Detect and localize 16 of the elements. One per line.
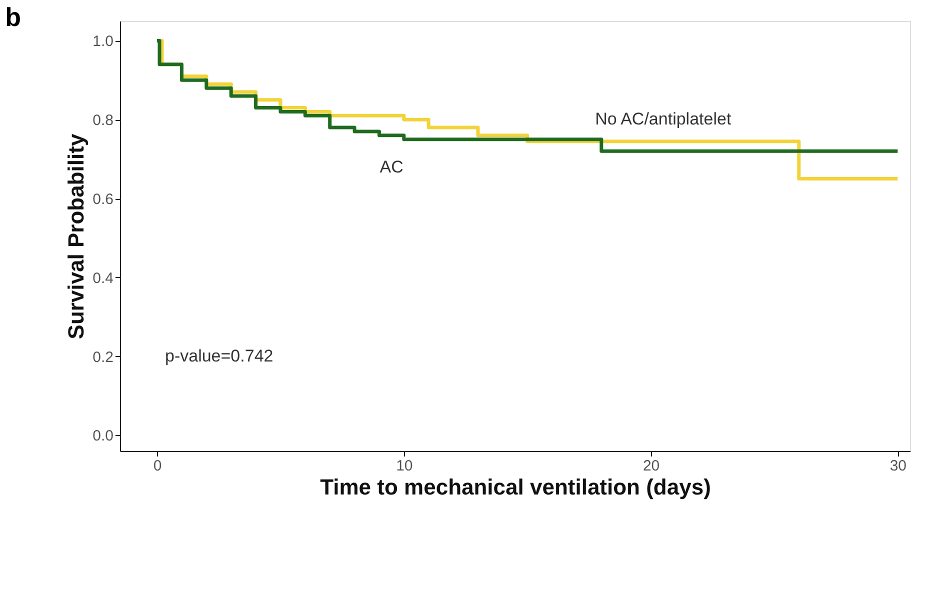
x-tick-label: 0 [153,458,162,474]
annotation: p-value=0.742 [165,346,274,366]
y-tick-label: 0.8 [92,112,114,130]
series-label: AC [380,157,404,176]
x-tick-label: 30 [890,458,906,474]
y-axis-title: Survival Probability [64,133,89,340]
y-tick-label: 0.2 [92,348,114,366]
x-tick-label: 10 [396,458,413,474]
y-tick-label: 0.6 [92,191,114,208]
y-tick-label: 1.0 [92,33,114,50]
y-tick-label: 0.4 [92,270,114,287]
chart-title: b [5,2,22,32]
x-tick-label: 20 [642,458,660,474]
y-tick-label: 0.0 [92,428,114,445]
series-label: No AC/antiplatelet [595,109,732,128]
x-axis-title: Time to mechanical ventilation (days) [320,474,711,500]
